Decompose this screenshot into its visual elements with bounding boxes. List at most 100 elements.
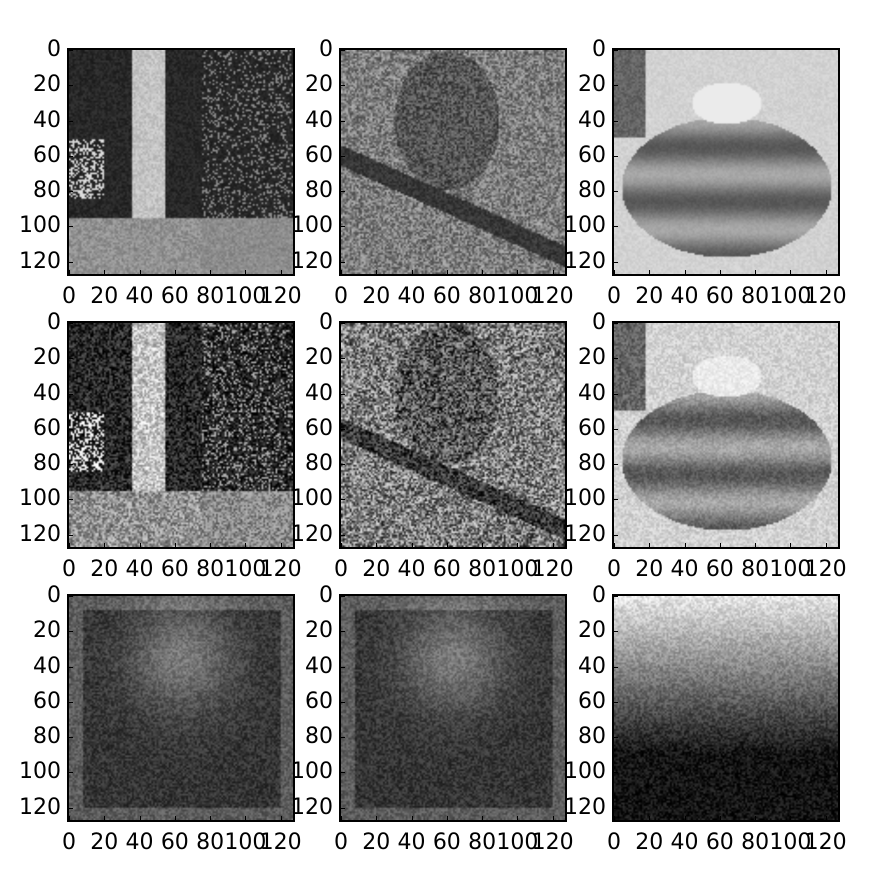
x-tick-mark (719, 543, 721, 549)
y-tick-mark (67, 499, 73, 501)
x-tick-label: 20 (90, 830, 119, 855)
y-tick-label: 0 (319, 583, 333, 608)
x-tick-label: 20 (90, 284, 119, 309)
y-tick-label: 80 (305, 178, 333, 204)
y-tick-label: 100 (291, 759, 333, 785)
y-tick-mark (612, 772, 618, 774)
y-tick-mark (67, 666, 73, 668)
y-tick-label: 60 (33, 142, 61, 168)
x-tick-mark (649, 270, 651, 276)
y-tick-mark (67, 631, 73, 633)
x-tick-mark (684, 543, 686, 549)
x-tick-label: 40 (125, 284, 154, 309)
y-tick-label: 20 (578, 345, 606, 371)
y-tick-label: 40 (305, 653, 333, 679)
x-tick-mark (755, 816, 757, 822)
x-tick-mark (446, 270, 448, 276)
y-tick-mark (339, 772, 345, 774)
x-tick-label: 40 (397, 284, 426, 309)
y-tick-label: 100 (19, 486, 61, 512)
image-panel-r2-c3 (612, 321, 840, 549)
y-tick-mark (339, 323, 345, 324)
y-tick-mark (67, 772, 73, 774)
y-tick-label: 20 (33, 618, 61, 644)
x-tick-mark (614, 816, 615, 822)
image-panel-r3-c3 (612, 594, 840, 822)
x-tick-label: 80 (196, 284, 225, 309)
y-tick-mark (612, 323, 618, 324)
x-tick-label: 120 (531, 830, 574, 855)
y-tick-mark (339, 596, 345, 597)
y-tick-mark (339, 393, 345, 395)
x-tick-label: 0 (334, 284, 348, 309)
y-tick-label: 60 (33, 415, 61, 441)
y-tick-mark (67, 155, 73, 157)
image-panel-r1-c2 (339, 48, 567, 276)
y-tick-mark (612, 737, 618, 739)
image-panel-r2-c1 (67, 321, 295, 549)
y-tick-mark (612, 428, 618, 430)
x-tick-label: 100 (769, 830, 812, 855)
y-tick-label: 60 (33, 688, 61, 714)
y-tick-mark (339, 428, 345, 430)
x-tick-mark (517, 270, 519, 276)
y-tick-label: 40 (305, 107, 333, 133)
y-tick-mark (339, 155, 345, 157)
y-tick-mark (67, 226, 73, 228)
x-tick-mark (446, 816, 448, 822)
x-tick-mark (684, 816, 686, 822)
y-tick-label: 80 (33, 178, 61, 204)
x-tick-label: 20 (635, 830, 664, 855)
y-tick-mark (612, 85, 618, 87)
image-panel-r1-c3 (612, 48, 840, 276)
x-tick-label: 20 (362, 557, 391, 582)
y-tick-mark (67, 807, 73, 809)
y-tick-label: 100 (291, 213, 333, 239)
x-tick-label: 120 (804, 284, 847, 309)
y-tick-label: 80 (305, 724, 333, 750)
x-tick-mark (719, 270, 721, 276)
image-raster (69, 596, 293, 820)
y-tick-mark (67, 596, 73, 597)
x-tick-mark (649, 543, 651, 549)
y-tick-label: 60 (578, 688, 606, 714)
y-tick-label: 60 (305, 142, 333, 168)
x-tick-mark (649, 816, 651, 822)
y-tick-mark (339, 261, 345, 263)
y-tick-label: 60 (305, 688, 333, 714)
y-tick-mark (612, 261, 618, 263)
y-tick-label: 100 (291, 486, 333, 512)
x-tick-label: 120 (259, 557, 302, 582)
y-tick-mark (67, 85, 73, 87)
x-tick-label: 0 (607, 284, 621, 309)
x-tick-label: 40 (670, 557, 699, 582)
y-tick-mark (612, 50, 618, 51)
x-tick-mark (341, 543, 342, 549)
x-tick-label: 100 (224, 557, 267, 582)
x-tick-mark (174, 543, 176, 549)
x-tick-label: 40 (397, 557, 426, 582)
y-tick-mark (339, 50, 345, 51)
x-tick-label: 120 (531, 557, 574, 582)
y-tick-label: 120 (564, 794, 606, 820)
x-tick-mark (341, 816, 342, 822)
x-tick-mark (825, 816, 827, 822)
y-tick-mark (67, 737, 73, 739)
x-tick-label: 60 (432, 284, 461, 309)
image-raster (341, 323, 565, 547)
y-tick-mark (339, 499, 345, 501)
x-tick-mark (614, 270, 615, 276)
x-tick-mark (245, 543, 247, 549)
x-tick-label: 0 (62, 284, 76, 309)
y-tick-mark (612, 191, 618, 193)
x-tick-mark (69, 270, 70, 276)
y-tick-mark (339, 464, 345, 466)
x-tick-mark (517, 816, 519, 822)
x-tick-mark (825, 543, 827, 549)
x-tick-label: 100 (224, 830, 267, 855)
y-tick-label: 0 (47, 310, 61, 335)
image-raster (341, 596, 565, 820)
x-tick-label: 40 (670, 284, 699, 309)
y-tick-mark (67, 393, 73, 395)
